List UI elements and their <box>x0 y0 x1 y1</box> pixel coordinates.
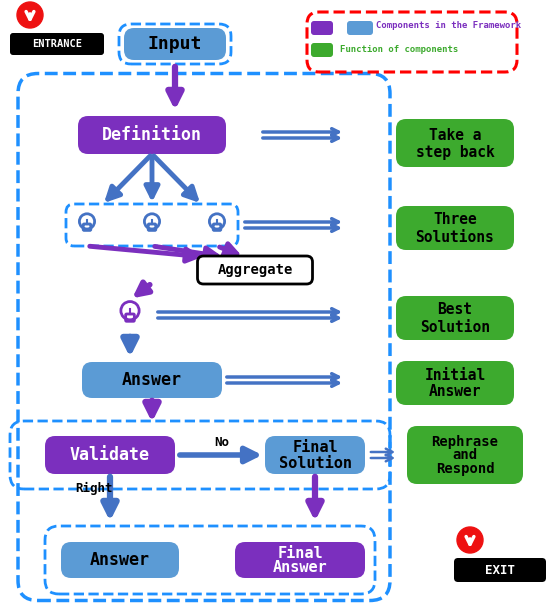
FancyBboxPatch shape <box>396 206 514 250</box>
Text: Validate: Validate <box>70 446 150 464</box>
Text: Best: Best <box>438 302 473 318</box>
Text: Three: Three <box>433 213 477 227</box>
FancyBboxPatch shape <box>124 28 226 60</box>
Text: Answer: Answer <box>272 561 327 576</box>
FancyBboxPatch shape <box>82 362 222 398</box>
Text: Answer: Answer <box>90 551 150 569</box>
FancyBboxPatch shape <box>407 426 523 484</box>
Text: Definition: Definition <box>102 126 202 144</box>
Circle shape <box>17 2 43 28</box>
Text: EXIT: EXIT <box>485 564 515 576</box>
Text: ENTRANCE: ENTRANCE <box>32 39 82 49</box>
FancyBboxPatch shape <box>347 21 373 35</box>
FancyBboxPatch shape <box>10 33 104 55</box>
FancyBboxPatch shape <box>265 436 365 474</box>
Text: Function of components: Function of components <box>340 45 458 55</box>
Text: Rephrase: Rephrase <box>431 435 499 449</box>
Text: Respond: Respond <box>436 462 494 476</box>
Text: Take a: Take a <box>429 127 481 142</box>
Text: No: No <box>215 436 230 448</box>
Text: and: and <box>453 448 478 462</box>
FancyBboxPatch shape <box>61 542 179 578</box>
Text: Aggregate: Aggregate <box>217 263 292 277</box>
FancyBboxPatch shape <box>396 119 514 167</box>
Text: Components in the Framework: Components in the Framework <box>376 21 521 30</box>
FancyBboxPatch shape <box>454 558 546 582</box>
Text: Solution: Solution <box>420 319 490 335</box>
FancyBboxPatch shape <box>311 43 333 57</box>
Text: Initial: Initial <box>424 367 485 382</box>
Circle shape <box>457 527 483 553</box>
Text: Solutions: Solutions <box>416 230 494 244</box>
Text: Solution: Solution <box>279 456 351 470</box>
Text: step back: step back <box>416 144 494 159</box>
FancyBboxPatch shape <box>197 256 312 284</box>
FancyBboxPatch shape <box>235 542 365 578</box>
FancyBboxPatch shape <box>45 436 175 474</box>
Text: Answer: Answer <box>429 384 481 399</box>
Text: Final: Final <box>277 545 323 561</box>
Text: Answer: Answer <box>122 371 182 389</box>
Text: Input: Input <box>148 35 202 53</box>
FancyBboxPatch shape <box>311 21 333 35</box>
FancyBboxPatch shape <box>78 116 226 154</box>
FancyBboxPatch shape <box>396 296 514 340</box>
Text: Right: Right <box>75 481 112 494</box>
Text: Final: Final <box>292 439 338 454</box>
FancyBboxPatch shape <box>396 361 514 405</box>
